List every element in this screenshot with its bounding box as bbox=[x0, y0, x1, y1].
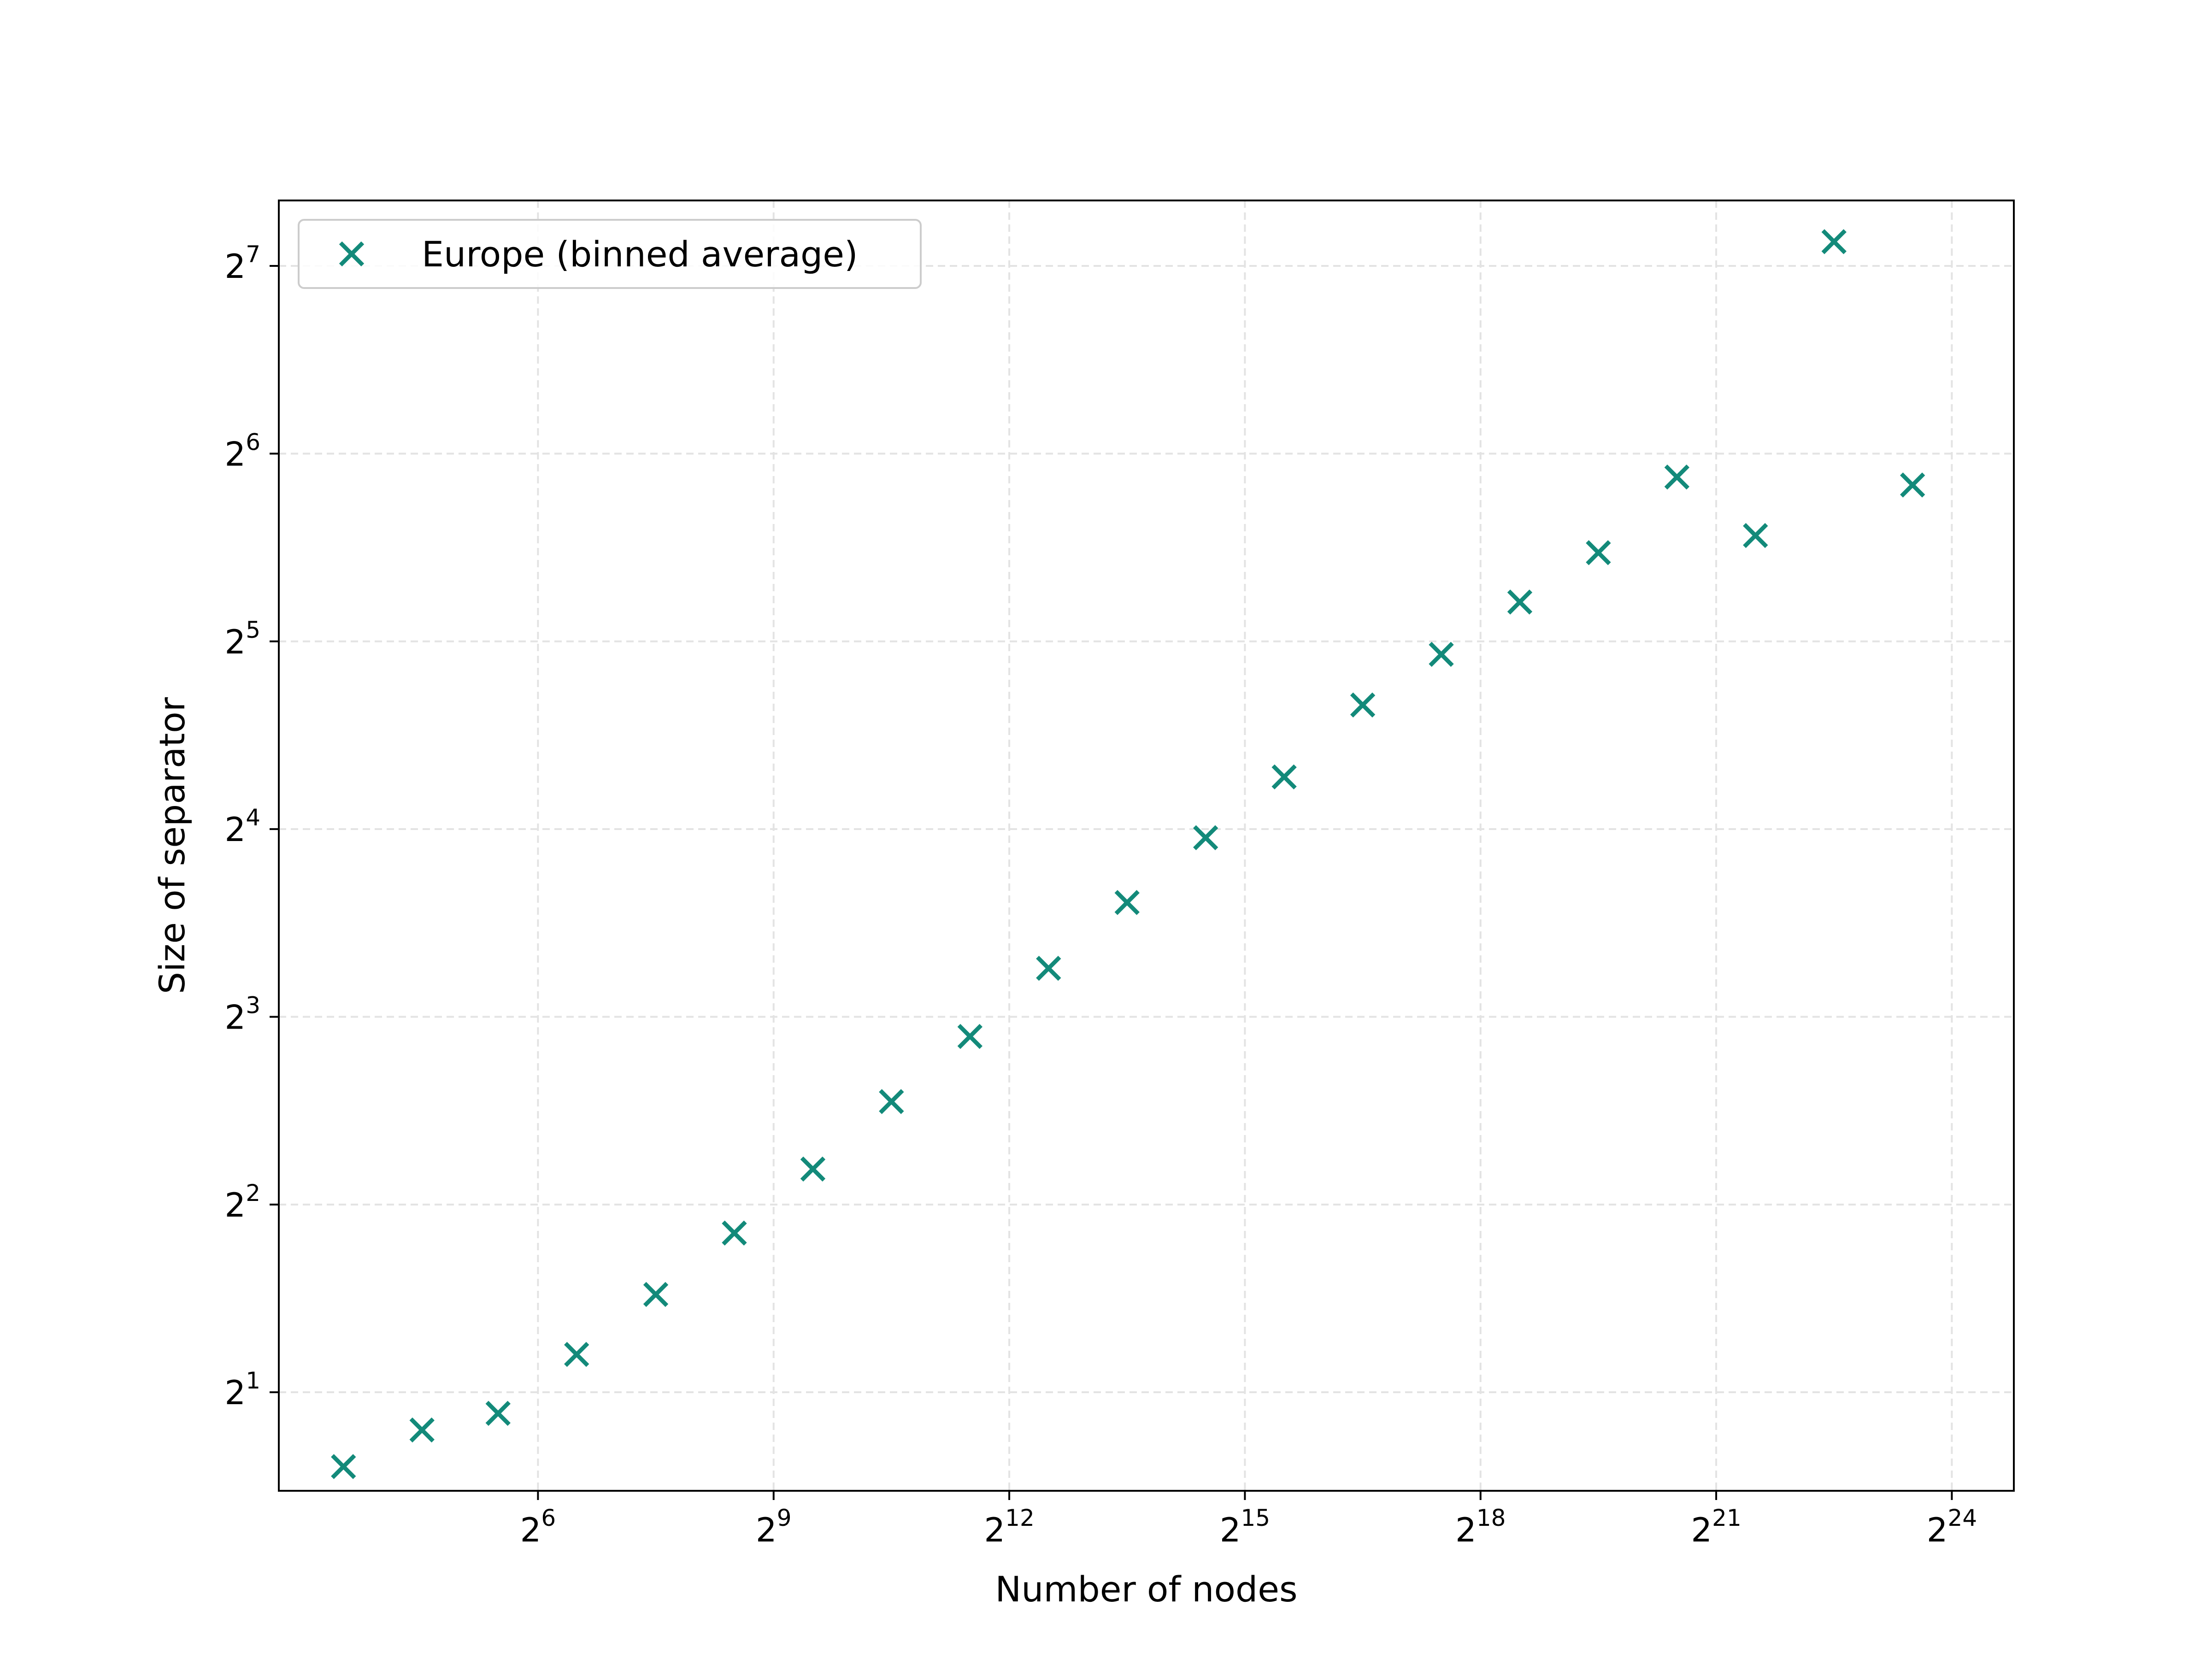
data-point bbox=[1114, 890, 1140, 915]
x-tick-label: 218 bbox=[1455, 1505, 1506, 1549]
y-tick-label: 22 bbox=[224, 1180, 260, 1224]
y-tick-label: 24 bbox=[224, 804, 260, 849]
data-point bbox=[485, 1400, 511, 1426]
x-tick-label: 26 bbox=[520, 1505, 556, 1549]
legend-marker-x-icon bbox=[339, 241, 365, 267]
x-tick-label: 215 bbox=[1220, 1505, 1270, 1549]
y-tick-label: 26 bbox=[224, 429, 260, 473]
data-points bbox=[331, 229, 1925, 1479]
data-point bbox=[957, 1024, 983, 1049]
data-point bbox=[879, 1089, 904, 1114]
data-point bbox=[1900, 472, 1925, 498]
data-point bbox=[409, 1417, 435, 1443]
data-point bbox=[1193, 825, 1218, 850]
data-point bbox=[643, 1282, 669, 1307]
data-point bbox=[1507, 589, 1533, 615]
y-tick-label: 23 bbox=[224, 992, 260, 1036]
y-tick-label: 25 bbox=[224, 617, 260, 661]
x-tick-label: 29 bbox=[756, 1505, 792, 1549]
x-axis-title: Number of nodes bbox=[995, 1569, 1297, 1610]
data-point bbox=[331, 1454, 356, 1479]
x-tick-label: 221 bbox=[1691, 1505, 1741, 1549]
y-axis-ticks: 21 22 23 24 25 26 27 bbox=[224, 241, 279, 1412]
data-point bbox=[1743, 523, 1768, 548]
legend-entry-label: Europe (binned average) bbox=[422, 234, 858, 275]
data-point bbox=[1350, 692, 1376, 718]
data-point bbox=[722, 1220, 747, 1246]
data-point bbox=[1664, 465, 1690, 490]
data-point bbox=[564, 1341, 589, 1367]
grid-lines bbox=[279, 200, 2014, 1491]
data-point bbox=[800, 1156, 826, 1182]
x-tick-label: 224 bbox=[1927, 1505, 1977, 1549]
legend: Europe (binned average) bbox=[298, 219, 922, 289]
x-axis-ticks: 26 29 212 215 218 221 224 bbox=[520, 1491, 1977, 1549]
data-point bbox=[1271, 764, 1297, 790]
data-point bbox=[1429, 641, 1454, 667]
data-point bbox=[1036, 955, 1061, 981]
y-tick-label: 27 bbox=[224, 241, 260, 286]
legend-marker bbox=[339, 241, 365, 267]
data-point bbox=[1821, 229, 1847, 254]
plot-frame bbox=[278, 200, 2015, 1492]
y-axis-title: Size of separator bbox=[152, 697, 193, 994]
x-tick-label: 212 bbox=[984, 1505, 1034, 1549]
legend-box bbox=[298, 219, 922, 289]
data-point bbox=[1586, 540, 1611, 565]
y-tick-label: 21 bbox=[224, 1367, 260, 1412]
